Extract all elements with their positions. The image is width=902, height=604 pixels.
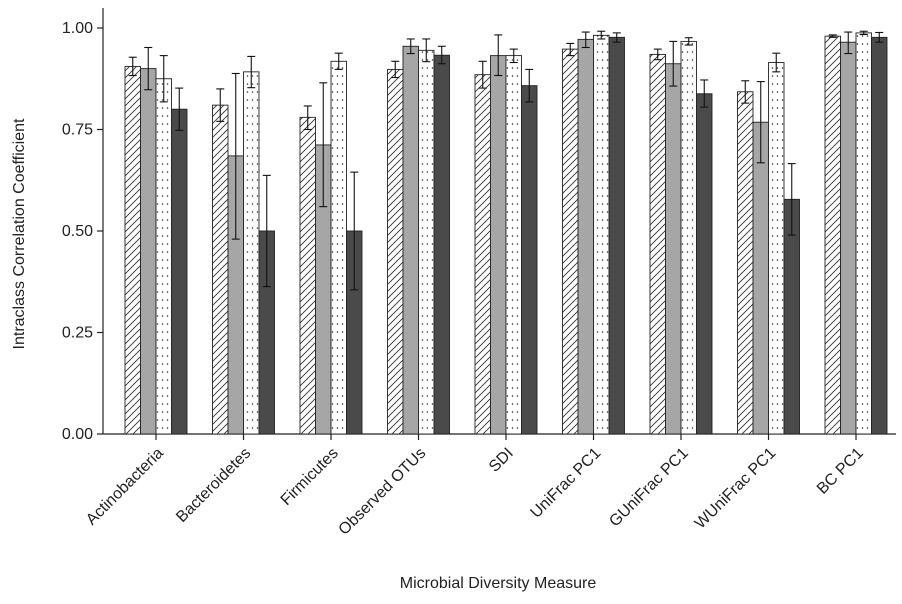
bar: [649, 53, 666, 435]
bar: [243, 71, 260, 435]
bar: [140, 68, 157, 435]
bar: [330, 60, 347, 435]
bar: [871, 36, 888, 435]
x-axis-label: Microbial Diversity Measure: [400, 575, 597, 592]
bar: [768, 62, 785, 435]
bar: [402, 45, 419, 435]
y-tick-label: 0.00: [62, 426, 93, 443]
bar: [593, 34, 610, 435]
bar: [387, 68, 404, 435]
x-tick-label: WUniFrac PC1: [692, 445, 780, 533]
labels: Intraclass Correlation Coefficient Micro…: [11, 118, 596, 592]
bar: [680, 40, 697, 435]
bar: [124, 66, 141, 435]
x-tick-label: Firmicutes: [278, 445, 342, 509]
y-tick-label: 0.75: [62, 122, 93, 139]
x-tick-label: UniFrac PC1: [528, 445, 605, 522]
x-tick-label: BC PC1: [814, 445, 867, 498]
y-tick-label: 1.00: [62, 20, 93, 37]
bar: [855, 32, 872, 435]
y-axis-label: Intraclass Correlation Coefficient: [11, 118, 28, 349]
bar: [490, 55, 507, 435]
x-tick-label: SDI: [486, 445, 517, 476]
bar: [299, 116, 316, 435]
y-tick-label: 0.50: [62, 223, 93, 240]
bars: [124, 30, 888, 435]
bar: [696, 93, 713, 435]
bar: [171, 108, 188, 435]
bar: [433, 54, 450, 435]
x-tick-label: GUniFrac PC1: [606, 445, 692, 531]
bar: [505, 55, 522, 435]
bar: [737, 91, 754, 435]
bar: [608, 36, 625, 435]
bar: [155, 78, 172, 435]
bar: [752, 121, 769, 435]
bar: [474, 74, 491, 435]
bar: [824, 35, 841, 435]
bar: [840, 41, 857, 435]
bar: [212, 104, 229, 435]
y-tick-label: 0.25: [62, 325, 93, 342]
bar: [577, 38, 594, 435]
x-tick-label: Observed OTUs: [336, 445, 430, 539]
bar: [521, 85, 538, 435]
bar: [418, 49, 435, 435]
x-tick-label: Bacteroidetes: [173, 445, 254, 526]
bar: [562, 48, 579, 435]
x-tick-label: Actinobacteria: [83, 445, 167, 529]
bar: [665, 63, 682, 435]
